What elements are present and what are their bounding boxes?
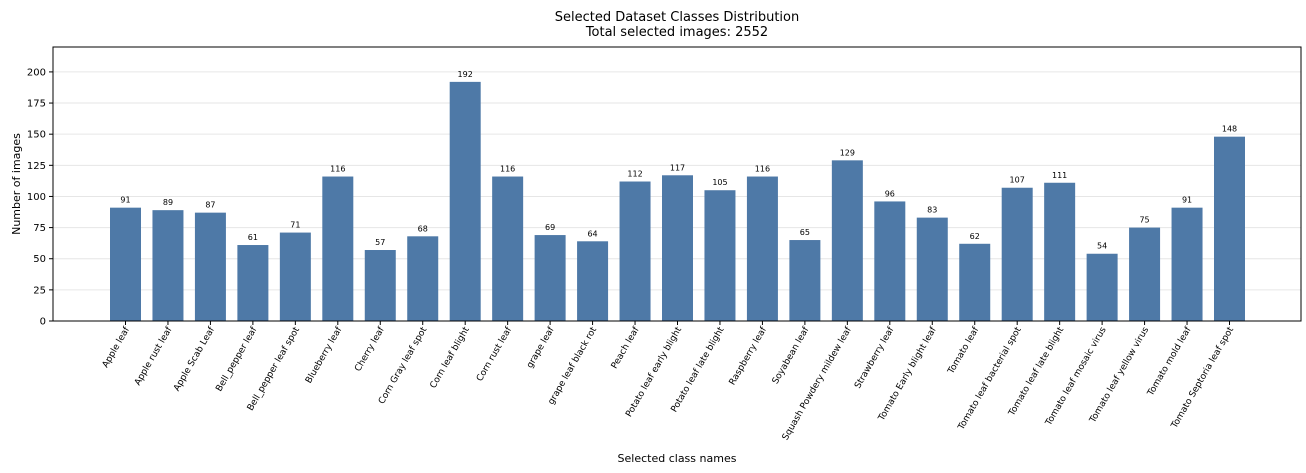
- bar-value-label: 107: [1010, 176, 1025, 185]
- bar: [789, 240, 821, 321]
- bar-value-label: 89: [163, 198, 173, 207]
- y-tick-label: 75: [33, 223, 46, 234]
- bar: [152, 210, 184, 321]
- bar: [1044, 182, 1076, 321]
- x-tick-label: Corn Gray leaf spot: [377, 325, 430, 406]
- bar: [874, 201, 906, 321]
- bar-value-label: 111: [1052, 171, 1067, 180]
- bar-value-label: 57: [375, 238, 385, 247]
- x-tick-label: Cherry leaf: [353, 325, 387, 374]
- bar-value-label: 116: [500, 165, 515, 174]
- x-tick-label: Apple leaf: [101, 325, 133, 370]
- bar-value-label: 69: [545, 223, 555, 232]
- x-tick-label: Blueberry leaf: [304, 325, 345, 386]
- bar: [364, 250, 396, 321]
- bar: [110, 207, 141, 321]
- x-tick-label: Squash Powdery mildew leaf: [781, 325, 855, 442]
- x-tick-label: Apple rust leaf: [133, 325, 175, 388]
- bar-value-label: 68: [418, 224, 428, 233]
- bar: [662, 175, 693, 321]
- bar: [194, 212, 226, 321]
- bar: [1171, 207, 1203, 321]
- bar-value-label: 83: [927, 206, 937, 215]
- bar-value-label: 54: [1097, 242, 1107, 251]
- bar-value-label: 61: [248, 233, 258, 242]
- x-tick-label: Peach leaf: [610, 325, 642, 371]
- bar-value-label: 65: [800, 228, 810, 237]
- x-tick-label: Tomato leaf: [946, 325, 982, 377]
- x-tick-label: grape leaf: [525, 325, 557, 370]
- bar: [1214, 136, 1245, 321]
- y-tick-label: 175: [27, 99, 46, 110]
- bar: [407, 236, 439, 321]
- bar: [577, 241, 609, 321]
- bar: [322, 176, 354, 321]
- bar-value-label: 64: [587, 229, 597, 238]
- x-tick-label: Corn leaf blight: [429, 325, 472, 390]
- bar-value-label: 105: [712, 178, 727, 187]
- bar-value-label: 75: [1139, 216, 1149, 225]
- bar: [619, 181, 651, 321]
- bar-value-label: 87: [205, 201, 215, 210]
- y-tick-label: 150: [27, 130, 46, 141]
- bar: [916, 217, 948, 321]
- bar-value-label: 129: [840, 148, 855, 157]
- bar: [1001, 187, 1033, 321]
- x-tick-label: Apple Scab Leaf: [172, 325, 217, 393]
- bars: [110, 81, 1245, 321]
- bar: [831, 160, 863, 321]
- bar: [449, 81, 481, 321]
- bar: [1129, 227, 1161, 321]
- bar-value-label: 116: [330, 165, 345, 174]
- x-tick-label: Bell_pepper leaf: [214, 325, 259, 394]
- y-tick-label: 50: [33, 254, 46, 265]
- y-tick-label: 200: [27, 67, 46, 78]
- chart-title: Selected Dataset Classes Distribution: [555, 10, 799, 25]
- bar-value-label: 96: [885, 189, 895, 198]
- bar-value-label: 91: [120, 196, 130, 205]
- x-axis-label: Selected class names: [618, 452, 737, 465]
- plot-area-frame: [52, 46, 1302, 322]
- bar: [534, 235, 566, 321]
- x-tick-label: Strawberry leaf: [853, 325, 897, 391]
- bar-value-label: 62: [970, 232, 980, 241]
- bar-value-label: 117: [670, 163, 685, 172]
- bar-value-label: 71: [290, 221, 300, 230]
- bar-value-label: 148: [1222, 125, 1237, 134]
- y-axis-label: Number of images: [10, 133, 23, 235]
- bar-value-label: 112: [627, 170, 642, 179]
- bar-value-label: 91: [1182, 196, 1192, 205]
- x-tick-label: Tomato mold leaf: [1146, 325, 1194, 399]
- data-labels: 91 89 87 61 71 116 57 68 192 116 69 64 112 117 105 116 6…: [120, 70, 1237, 251]
- bar: [704, 190, 736, 321]
- bar: [1086, 253, 1118, 321]
- bar: [492, 176, 524, 321]
- y-tick-label: 0: [40, 317, 46, 328]
- x-tick-label: Raspberry leaf: [728, 325, 770, 387]
- bar: [237, 245, 269, 321]
- y-tick-label: 100: [27, 192, 46, 203]
- bar: [746, 176, 778, 321]
- bar-value-label: 116: [755, 165, 770, 174]
- y-tick-label: 125: [27, 161, 46, 172]
- x-tick-label: Corn rust leaf: [475, 325, 515, 384]
- x-tick-label: Soyabean leaf: [771, 325, 812, 386]
- y-axis-ticks: 0 25 50 75 100 125 150 175 200: [27, 67, 53, 328]
- y-tick-label: 25: [33, 285, 46, 296]
- bar-value-label: 192: [458, 70, 473, 79]
- x-tick-label: grape leaf black rot: [547, 325, 600, 407]
- bar: [279, 232, 311, 321]
- chart-subtitle: Total selected images: 2552: [585, 25, 768, 40]
- bar: [959, 243, 991, 321]
